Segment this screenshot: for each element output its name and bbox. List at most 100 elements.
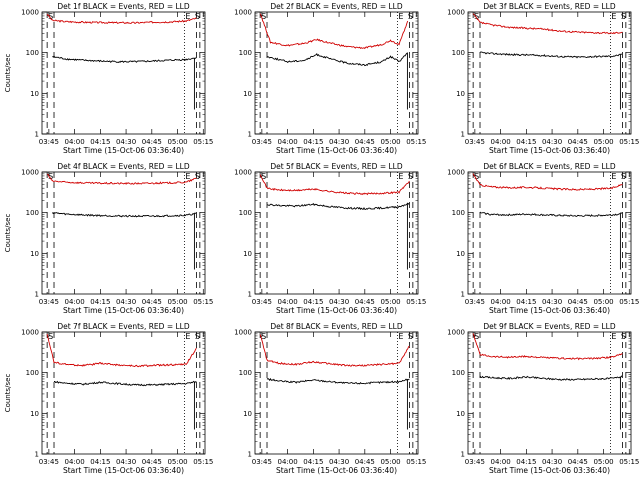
orbit-marker-label: S bbox=[261, 12, 266, 21]
x-tick-label: 05:00 bbox=[380, 458, 400, 466]
detector-panel: Det 6f BLACK = Events, RED = LLD 1 10 100 10… bbox=[426, 160, 639, 324]
orbit-marker-label: S bbox=[408, 172, 413, 181]
orbit-marker-label: S bbox=[261, 172, 266, 181]
y-tick-label: 1000 bbox=[21, 329, 39, 337]
x-tick-label: 04:15 bbox=[90, 138, 110, 146]
orbit-marker-label: S bbox=[195, 172, 200, 181]
detector-panel: Det 2f BLACK = Events, RED = LLD 1 10 100 10… bbox=[213, 0, 426, 164]
x-axis-label: Start Time (15-Oct-06 03:36:40) bbox=[63, 466, 184, 475]
panel-chart: Det 3f BLACK = Events, RED = LLD 1 10 100 10… bbox=[447, 2, 639, 155]
detector-panel: Det 8f BLACK = Events, RED = LLD 1 10 100 10… bbox=[213, 320, 426, 484]
x-tick-label: 05:00 bbox=[167, 138, 187, 146]
panel-title: Det 2f BLACK = Events, RED = LLD bbox=[270, 2, 403, 11]
x-tick-label: 05:15 bbox=[619, 298, 639, 306]
y-tick-label: 10 bbox=[30, 250, 39, 258]
y-tick-label: 1 bbox=[461, 291, 465, 299]
detector-panel: Det 9f BLACK = Events, RED = LLD 1 10 100 10… bbox=[426, 320, 639, 484]
lld-rate-line bbox=[259, 174, 410, 196]
x-tick-label: 03:45 bbox=[465, 458, 485, 466]
y-tick-label: 1 bbox=[461, 451, 465, 459]
x-axis-label: Start Time (15-Oct-06 03:36:40) bbox=[276, 306, 397, 315]
lld-rate-line bbox=[472, 173, 623, 191]
x-tick-label: 04:30 bbox=[542, 458, 562, 466]
x-tick-label: 05:00 bbox=[167, 458, 187, 466]
detector-panel: Det 5f BLACK = Events, RED = LLD 1 10 100 10… bbox=[213, 160, 426, 324]
x-tick-label: 04:30 bbox=[329, 298, 349, 306]
y-tick-label: 100 bbox=[26, 209, 39, 217]
x-tick-label: 04:00 bbox=[278, 138, 298, 146]
x-tick-label: 03:45 bbox=[465, 298, 485, 306]
x-tick-label: 03:45 bbox=[252, 138, 272, 146]
y-tick-label: 10 bbox=[456, 250, 465, 258]
x-tick-label: 05:15 bbox=[406, 458, 426, 466]
x-tick-label: 04:45 bbox=[355, 138, 375, 146]
lld-rate-line bbox=[46, 173, 197, 185]
lld-rate-line bbox=[46, 333, 197, 368]
y-tick-label: 100 bbox=[26, 49, 39, 57]
y-tick-label: 100 bbox=[239, 209, 252, 217]
orbit-marker-label: E bbox=[185, 172, 190, 181]
y-tick-label: 100 bbox=[239, 49, 252, 57]
x-tick-label: 05:00 bbox=[593, 138, 613, 146]
panel-title: Det 8f BLACK = Events, RED = LLD bbox=[270, 322, 403, 331]
x-tick-label: 04:15 bbox=[90, 298, 110, 306]
plot-frame bbox=[254, 11, 419, 135]
x-tick-label: 04:15 bbox=[516, 298, 536, 306]
y-tick-label: 1000 bbox=[21, 9, 39, 17]
x-tick-label: 04:15 bbox=[516, 138, 536, 146]
orbit-marker-label: S bbox=[408, 332, 413, 341]
y-tick-label: 10 bbox=[243, 250, 252, 258]
orbit-marker-label: S bbox=[195, 332, 200, 341]
y-tick-label: 100 bbox=[452, 209, 465, 217]
x-tick-label: 03:45 bbox=[252, 458, 272, 466]
x-tick-label: 03:45 bbox=[39, 298, 59, 306]
y-tick-label: 1000 bbox=[234, 169, 252, 177]
y-tick-label: 1 bbox=[35, 451, 39, 459]
x-tick-label: 04:15 bbox=[303, 138, 323, 146]
panel-chart: Det 7f BLACK = Events, RED = LLD 1 10 100 10… bbox=[4, 322, 213, 475]
x-tick-label: 04:15 bbox=[303, 458, 323, 466]
orbit-marker-label: S bbox=[621, 172, 626, 181]
x-axis-label: Start Time (15-Oct-06 03:36:40) bbox=[63, 306, 184, 315]
y-tick-label: 10 bbox=[30, 410, 39, 418]
y-tick-label: 1 bbox=[248, 131, 252, 139]
y-axis-label: Counts/sec bbox=[4, 54, 12, 93]
y-tick-label: 1000 bbox=[447, 169, 465, 177]
plot-frame bbox=[254, 331, 419, 455]
x-tick-label: 03:45 bbox=[39, 138, 59, 146]
x-tick-label: 04:30 bbox=[542, 298, 562, 306]
panel-chart: Det 5f BLACK = Events, RED = LLD 1 10 100 10… bbox=[234, 162, 426, 315]
y-tick-label: 10 bbox=[30, 90, 39, 98]
event-rate-line bbox=[266, 52, 408, 67]
y-tick-label: 10 bbox=[456, 90, 465, 98]
x-tick-label: 05:00 bbox=[380, 298, 400, 306]
x-tick-label: 04:00 bbox=[491, 458, 511, 466]
y-tick-label: 1 bbox=[35, 131, 39, 139]
x-tick-label: 04:00 bbox=[65, 138, 85, 146]
plot-frame bbox=[467, 171, 632, 295]
plot-frame bbox=[254, 171, 419, 295]
x-tick-label: 05:00 bbox=[167, 298, 187, 306]
lld-rate-line bbox=[472, 13, 623, 35]
orbit-marker-label: E bbox=[398, 172, 403, 181]
x-tick-label: 04:45 bbox=[568, 458, 588, 466]
x-axis-label: Start Time (15-Oct-06 03:36:40) bbox=[63, 146, 184, 155]
plot-frame bbox=[41, 11, 206, 135]
panel-title: Det 6f BLACK = Events, RED = LLD bbox=[483, 162, 616, 171]
orbit-marker-label: S bbox=[48, 12, 53, 21]
orbit-marker-label: S bbox=[48, 172, 53, 181]
panel-chart: Det 2f BLACK = Events, RED = LLD 1 10 100 10… bbox=[234, 2, 426, 155]
lld-rate-line bbox=[259, 13, 409, 50]
panel-title: Det 1f BLACK = Events, RED = LLD bbox=[57, 2, 190, 11]
plot-frame bbox=[41, 171, 206, 295]
y-tick-label: 1 bbox=[461, 131, 465, 139]
event-rate-line bbox=[479, 375, 623, 381]
panel-title: Det 5f BLACK = Events, RED = LLD bbox=[270, 162, 403, 171]
panel-chart: Det 1f BLACK = Events, RED = LLD 1 10 100 10… bbox=[4, 2, 213, 155]
x-axis-label: Start Time (15-Oct-06 03:36:40) bbox=[489, 146, 610, 155]
event-rate-line bbox=[51, 212, 197, 218]
x-tick-label: 05:00 bbox=[593, 298, 613, 306]
y-tick-label: 10 bbox=[243, 90, 252, 98]
y-tick-label: 1000 bbox=[21, 169, 39, 177]
x-tick-label: 04:30 bbox=[329, 458, 349, 466]
